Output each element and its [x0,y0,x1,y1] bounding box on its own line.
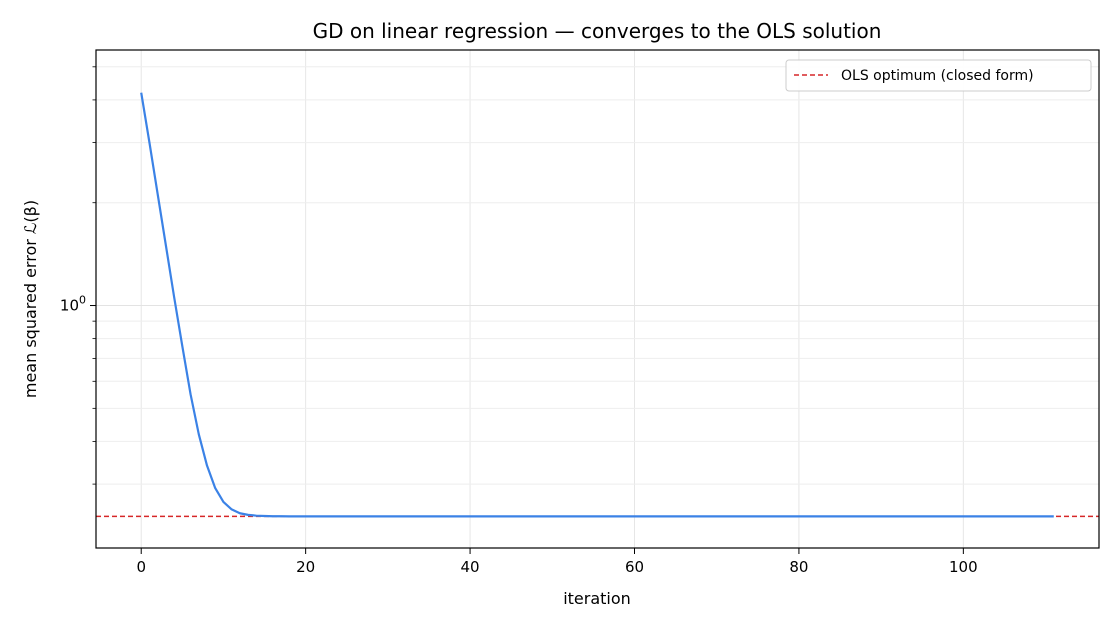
x-tick-label: 80 [789,558,808,576]
legend: OLS optimum (closed form) [785,59,1092,92]
y-tick-label: 100 [60,294,86,315]
data-layer [96,92,1099,518]
x-tick-label: 100 [949,558,978,576]
x-tick-label: 40 [461,558,480,576]
x-tick-label: 60 [625,558,644,576]
gd-loss-line [140,92,1054,518]
axes-frame [95,49,1100,549]
chart-title: GD on linear regression — converges to t… [313,19,882,43]
x-tick-label: 0 [136,558,146,576]
legend-box [785,59,1092,92]
x-axis-label: iteration [563,589,631,608]
legend-label: OLS optimum (closed form) [841,68,1034,84]
tick-layer: 0 20 40 60 80 100 100 [60,66,978,576]
x-tick-label: 20 [296,558,315,576]
grid-layer [96,50,1099,548]
y-axis-label: mean squared error ℒ(β) [21,200,40,398]
